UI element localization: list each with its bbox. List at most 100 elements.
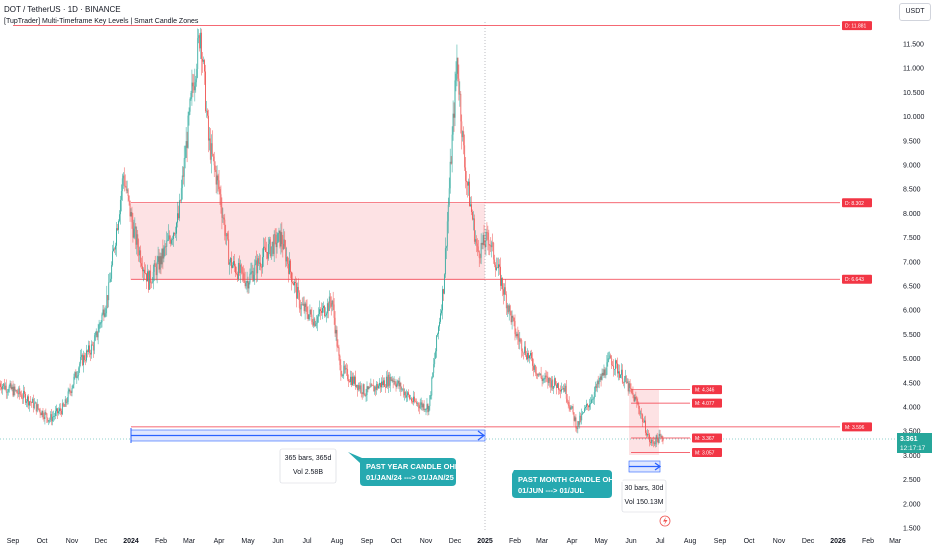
candle-body [152,271,154,283]
candle-body [654,442,656,445]
candle-body [243,273,245,281]
candle-body [548,377,550,383]
candle-body [437,333,439,336]
candle-body [172,238,173,240]
candle-body [308,314,310,320]
candle-body [164,246,166,248]
candle-body [266,251,267,253]
y-tick-label: 10.500 [903,90,925,97]
candle-body [18,388,20,395]
candle-body [616,360,617,364]
candle-body [637,402,639,405]
candle-body [503,287,505,295]
candle-body [322,308,323,313]
candle-body [641,413,643,415]
x-tick-label: Aug [684,538,697,545]
candle-body [160,256,162,265]
candle-body [449,161,451,189]
candle-body [430,395,432,396]
currency-button[interactable]: USDT [899,3,931,21]
candle-body [561,388,562,392]
candle-body [50,414,52,420]
candle-body [462,131,464,138]
candle-body [580,415,582,421]
candle-body [466,180,468,183]
candle-body [615,360,616,370]
candle-body [60,410,62,415]
candle-body [299,307,301,310]
candle-body [468,181,469,186]
candle-body [328,296,330,311]
candle-body [504,287,506,295]
candle-body [153,263,155,272]
lightning-icon[interactable] [659,515,671,527]
price-axis[interactable]: 11.500 11.000 10.500 10.000 9.500 9.000 8.500 8… [692,21,932,550]
candle-body [285,246,287,262]
candle-body [270,246,272,257]
candle-body [377,384,379,389]
candle-body [236,273,238,280]
candle-body [514,320,516,335]
candle-body [291,272,292,283]
x-tick-label: Apr [567,538,579,545]
candle-body [336,329,338,347]
candle-body [101,314,103,323]
candle-body [72,384,74,389]
candle-body [325,315,326,317]
candle-body [194,82,196,91]
candle-body [173,233,174,239]
candle-body [402,388,404,390]
candle-body [524,346,526,354]
candle-body [197,38,199,70]
candle-body [102,309,104,315]
candle-body [118,221,119,230]
time-axis[interactable]: Sep Oct Nov Dec 2024 Feb Mar Apr May Jun Jul Aug Sep… [0,530,902,550]
candle-body [562,388,564,390]
candle-body [112,251,114,266]
symbol-title[interactable]: DOT / TetherUS · 1D · BINANCE [4,5,121,14]
candle-body [400,382,402,390]
candle-body [294,281,295,286]
candle-body [375,386,377,390]
candle-body [458,78,460,95]
candle-body [490,245,492,248]
candle-body [642,414,644,423]
candle-body [380,382,381,388]
candle-body [387,374,389,387]
past-year-zone [130,204,485,280]
candle-body [84,355,85,361]
candle-body [38,408,40,410]
candle-body [600,376,602,380]
candle-body [124,185,126,187]
candle-body [639,408,641,414]
candle-body [34,402,36,404]
candle-body [347,369,349,380]
x-tick-label: Mar [183,538,196,545]
indicator-title[interactable]: [TupTrader] Multi-Timeframe Key Levels |… [4,18,199,25]
candle-body [0,383,1,387]
month-callout-line1: PAST MONTH CANDLE OHLC [518,475,624,484]
candle-body [94,335,96,341]
candle-body [290,260,291,273]
candle-body [645,420,646,433]
candle-body [262,257,263,268]
candle-body [459,93,461,95]
candle-body [88,345,89,352]
candle-body [214,165,216,170]
candle-body [532,365,534,370]
candle-body [619,371,620,378]
candle-body [223,217,225,220]
candle-body [273,234,275,254]
candle-body [412,401,413,403]
candle-body [411,398,412,402]
candle-body [415,401,417,404]
candle-body [368,387,370,390]
candle-body [16,390,18,394]
candle-body [329,296,331,304]
candle-body [213,156,215,166]
candle-body [315,323,317,327]
candle-body [97,332,99,338]
candle-body [522,351,524,353]
candle-body [170,239,172,244]
